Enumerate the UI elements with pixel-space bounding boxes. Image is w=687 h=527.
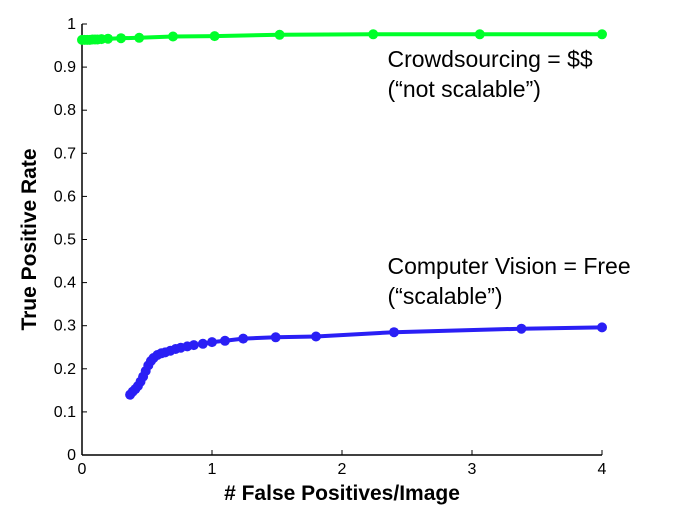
series-0-line: [80, 32, 604, 42]
series-1-point: [220, 335, 230, 346]
x-tick-label: 2: [338, 461, 347, 478]
x-tick-label: 0: [78, 461, 87, 478]
annotation-0-line-1: (“not scalable”): [388, 76, 541, 102]
y-tick-label: 0.1: [54, 404, 76, 421]
series-layer: [77, 29, 607, 400]
series-0-point: [209, 31, 220, 42]
series-0-point: [168, 31, 178, 42]
annotation-1-line-1: (“scalable”): [388, 283, 503, 309]
series-0-point: [274, 29, 285, 40]
annotation-0-line-0: Crowdsourcing = $$: [388, 46, 593, 72]
y-tick-label: 0.9: [54, 59, 76, 76]
series-0-point: [103, 33, 113, 44]
series-0-point: [474, 29, 485, 40]
series-1-point: [389, 327, 399, 338]
y-tick-label: 0: [67, 447, 76, 464]
y-tick-label: 0.7: [54, 145, 76, 162]
y-tick-label: 0.4: [54, 275, 76, 292]
y-tick-label: 0.5: [54, 232, 76, 249]
series-1-point: [207, 337, 217, 348]
series-1-point: [238, 333, 249, 344]
y-tick-label: 0.6: [54, 188, 76, 205]
y-tick-label: 0.3: [54, 318, 76, 335]
y-axis-label: True Positive Rate: [18, 148, 41, 330]
y-tick-label: 1: [67, 16, 76, 33]
series-1-point: [270, 332, 281, 343]
series-1-point: [311, 331, 321, 342]
x-axis-label: # False Positives/Image: [224, 482, 460, 505]
series-1-point: [516, 323, 527, 334]
series-0-point: [368, 29, 379, 40]
series-0-point: [116, 33, 126, 44]
series-0-point: [134, 32, 145, 43]
annotation-layer: Crowdsourcing = $$ (“not scalable”) Comput…: [388, 46, 631, 309]
x-tick-label: 3: [468, 461, 477, 478]
axes: 0 1 2 3 4 0 0.1 0.2 0.3 0.4 0.5 0.6 0.7 0.8 0.9 1: [54, 16, 607, 478]
series-0-point: [597, 29, 607, 40]
series-1-point: [197, 338, 208, 349]
series-1-point: [188, 340, 199, 351]
x-tick-label: 4: [598, 461, 607, 478]
annotation-1-line-0: Computer Vision = Free: [388, 253, 631, 279]
series-1-point: [597, 322, 607, 333]
series-1-line: [128, 325, 604, 397]
x-tick-label: 1: [208, 461, 217, 478]
y-tick-label: 0.8: [54, 102, 76, 119]
y-tick-label: 0.2: [54, 361, 76, 378]
